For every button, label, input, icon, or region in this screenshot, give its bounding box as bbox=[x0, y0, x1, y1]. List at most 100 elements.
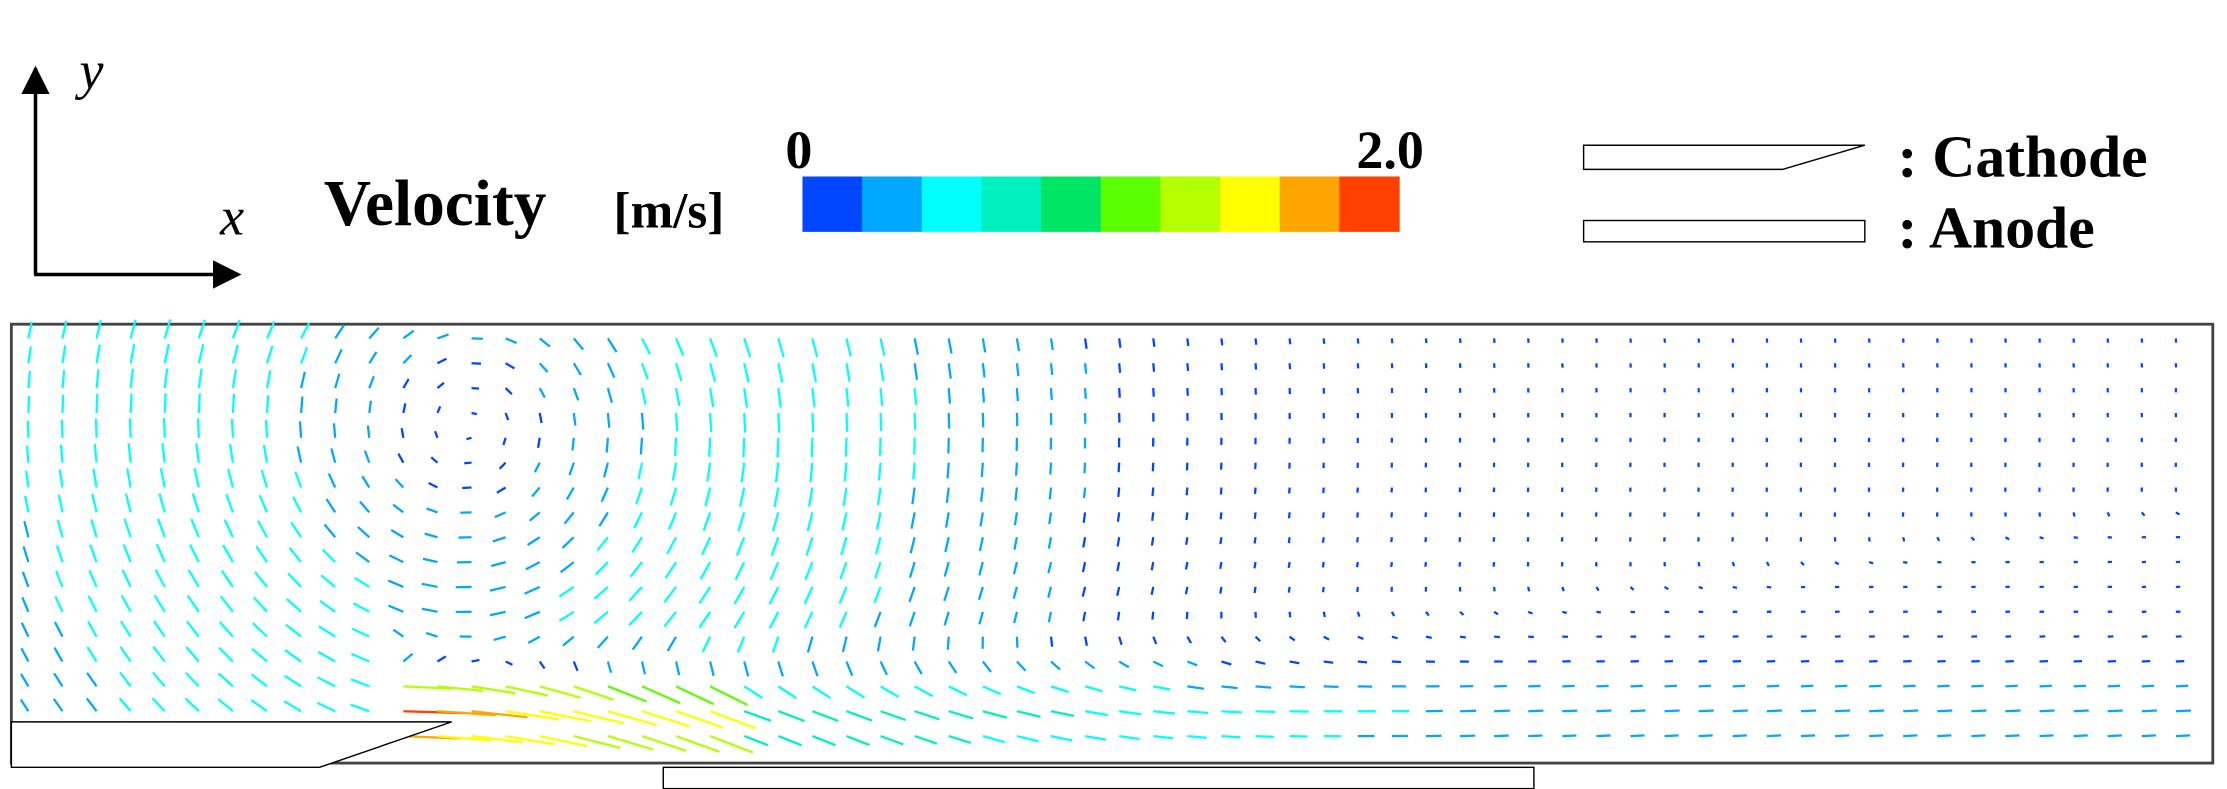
velocity-vector bbox=[129, 343, 136, 364]
velocity-vector bbox=[1834, 709, 1851, 713]
velocity-vector bbox=[1082, 537, 1087, 548]
velocity-vector bbox=[1187, 734, 1207, 739]
velocity-vector bbox=[663, 611, 677, 628]
colorbar-swatch bbox=[921, 176, 983, 232]
velocity-vector bbox=[1012, 561, 1019, 575]
velocity-vector bbox=[127, 443, 132, 463]
velocity-vector bbox=[1013, 537, 1019, 550]
velocity-vector bbox=[24, 495, 30, 513]
velocity-vector bbox=[1220, 363, 1224, 371]
velocity-vector bbox=[673, 437, 678, 456]
velocity-vector bbox=[1083, 363, 1088, 374]
velocity-vector bbox=[980, 462, 984, 478]
velocity-vector bbox=[593, 610, 609, 625]
velocity-vector bbox=[1596, 610, 1602, 614]
colorbar-swatch bbox=[1041, 176, 1102, 232]
velocity-vector bbox=[317, 676, 336, 688]
velocity-vector bbox=[152, 646, 166, 663]
y-label: y bbox=[75, 40, 104, 100]
velocity-vector bbox=[1425, 635, 1432, 639]
velocity-vector bbox=[2005, 734, 2020, 738]
velocity-vector bbox=[742, 437, 746, 458]
velocity-vector bbox=[1082, 611, 1087, 622]
velocity-vector bbox=[1184, 586, 1189, 595]
velocity-vector bbox=[55, 545, 64, 563]
colorbar-min-label: 0 bbox=[785, 120, 812, 180]
coordinate-axes: y x bbox=[21, 40, 244, 289]
velocity-vector bbox=[771, 512, 780, 532]
velocity-vector bbox=[197, 319, 207, 339]
velocity-vector bbox=[2141, 734, 2156, 738]
velocity-vector bbox=[492, 536, 506, 543]
velocity-vector bbox=[1152, 660, 1164, 668]
velocity-vector bbox=[606, 387, 614, 404]
velocity-vector bbox=[838, 586, 848, 604]
velocity-vector bbox=[538, 362, 549, 373]
velocity-vector bbox=[596, 536, 609, 552]
velocity-vector bbox=[845, 661, 854, 677]
velocity-vector bbox=[1321, 561, 1325, 568]
velocity-vector bbox=[355, 551, 370, 564]
velocity-vector bbox=[61, 394, 65, 414]
velocity-vector bbox=[743, 338, 752, 358]
velocity-vector bbox=[1186, 338, 1190, 347]
velocity-vector bbox=[633, 511, 643, 529]
velocity-vector bbox=[505, 337, 518, 345]
velocity-vector bbox=[1323, 660, 1334, 664]
velocity-vector bbox=[1255, 685, 1272, 689]
velocity-vector bbox=[666, 536, 678, 555]
velocity-vector bbox=[873, 611, 882, 628]
velocity-vector bbox=[350, 678, 370, 688]
velocity-vector bbox=[2005, 709, 2021, 713]
velocity-vector bbox=[153, 594, 166, 613]
velocity-vector bbox=[1084, 685, 1103, 693]
velocity-vector bbox=[807, 487, 814, 507]
velocity-vector bbox=[1459, 610, 1465, 616]
velocity-vector bbox=[1015, 338, 1021, 352]
velocity-vector bbox=[770, 536, 780, 557]
velocity-vector bbox=[596, 635, 609, 649]
velocity-vector bbox=[637, 462, 644, 480]
velocity-vector bbox=[1081, 561, 1087, 573]
velocity-vector bbox=[292, 496, 303, 513]
velocity-vector bbox=[1084, 660, 1096, 670]
velocity-vector bbox=[158, 493, 166, 513]
velocity-vector bbox=[982, 734, 1006, 744]
velocity-vector bbox=[498, 461, 507, 470]
velocity-vector bbox=[392, 628, 405, 638]
velocity-vector bbox=[351, 627, 370, 638]
velocity-vector bbox=[538, 387, 546, 399]
velocity-vector bbox=[641, 734, 687, 752]
velocity-vector bbox=[948, 710, 974, 720]
velocity-vector bbox=[1425, 611, 1430, 617]
velocity-vector bbox=[2072, 512, 2076, 517]
cathode-legend-label: : Cathode bbox=[1897, 123, 2147, 189]
velocity-vector bbox=[572, 661, 579, 672]
velocity-vector bbox=[843, 462, 848, 482]
velocity-vector bbox=[1528, 709, 1544, 713]
velocity-vector bbox=[193, 468, 200, 488]
velocity-vector bbox=[1050, 660, 1061, 671]
velocity-vector bbox=[771, 636, 780, 653]
velocity-vector bbox=[1083, 636, 1089, 646]
velocity-vector bbox=[640, 337, 651, 355]
velocity-vector bbox=[1186, 660, 1198, 667]
velocity-vector bbox=[402, 378, 410, 389]
velocity-vector bbox=[1255, 710, 1276, 714]
velocity-vector bbox=[252, 596, 268, 613]
velocity-vector bbox=[702, 512, 712, 532]
velocity-vector bbox=[1117, 487, 1121, 498]
velocity-vector bbox=[944, 536, 950, 553]
velocity-vector bbox=[59, 444, 64, 463]
velocity-vector bbox=[1119, 734, 1140, 741]
velocity-vector bbox=[124, 493, 132, 513]
velocity-vector bbox=[979, 512, 984, 527]
velocity-vector bbox=[1184, 561, 1189, 570]
velocity-vector bbox=[2141, 709, 2157, 713]
velocity-vector bbox=[505, 734, 556, 746]
velocity-vector bbox=[502, 437, 507, 446]
velocity-vector bbox=[562, 635, 575, 647]
velocity-vector bbox=[1047, 611, 1053, 623]
velocity-vector bbox=[262, 444, 269, 463]
velocity-vector bbox=[1766, 684, 1780, 688]
